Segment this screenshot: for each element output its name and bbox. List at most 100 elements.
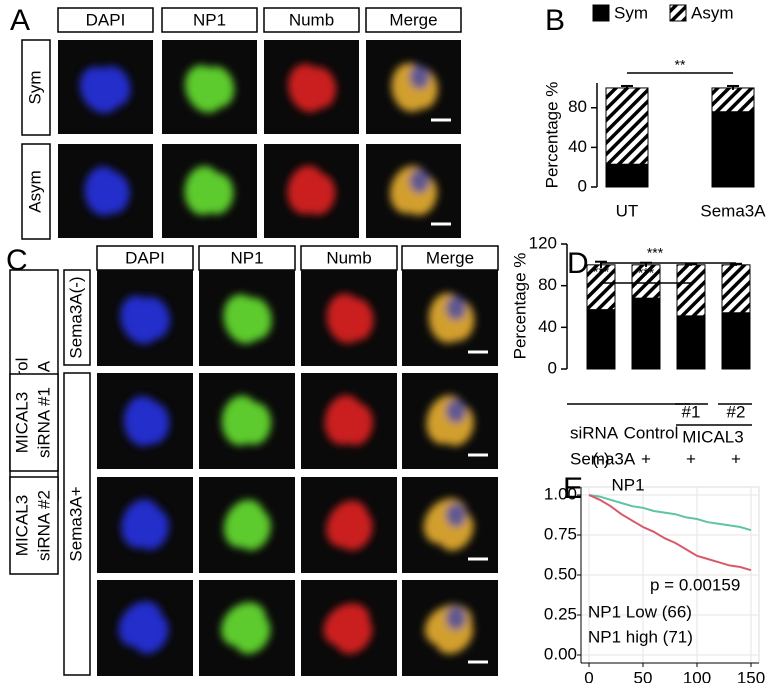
cell bbox=[423, 498, 474, 551]
panel-label: B bbox=[545, 4, 565, 37]
cell-body bbox=[136, 401, 170, 445]
x-tick-label: 0 bbox=[584, 668, 593, 683]
chart-title: NP1 bbox=[611, 475, 644, 494]
column-header: DAPI bbox=[86, 10, 126, 29]
panel-label: A bbox=[10, 4, 30, 37]
bar-segment bbox=[605, 163, 649, 188]
x-tick-label: UT bbox=[616, 201, 639, 220]
cell bbox=[326, 293, 374, 344]
cell-body bbox=[234, 614, 271, 654]
row-label: MICAL3 bbox=[12, 392, 31, 453]
y-tick-label: 0 bbox=[578, 176, 587, 195]
column-header: DAPI bbox=[125, 248, 165, 267]
cell-body bbox=[136, 297, 170, 339]
cell bbox=[84, 166, 130, 216]
cell bbox=[428, 293, 475, 344]
bar-segment bbox=[586, 264, 616, 311]
legend-label: NP1 high (71) bbox=[588, 627, 693, 646]
table-cell: #2 bbox=[727, 402, 746, 421]
column-header: NP1 bbox=[230, 248, 263, 267]
column-header-box bbox=[161, 7, 258, 33]
column-header-box bbox=[263, 7, 360, 33]
row-label: siRNA #1 bbox=[34, 387, 53, 458]
bar-segment bbox=[676, 264, 706, 317]
table-cell: #1 bbox=[682, 402, 701, 421]
y-tick-label: 80 bbox=[538, 275, 557, 294]
bar-segment bbox=[711, 111, 755, 188]
y-tick-label: 120 bbox=[529, 233, 557, 252]
cell-body bbox=[97, 172, 130, 214]
row-label-box bbox=[21, 39, 51, 136]
survival-curve bbox=[588, 494, 752, 572]
bar-segment bbox=[721, 264, 751, 314]
annotation: p = 0.00159 bbox=[650, 575, 740, 594]
cell bbox=[326, 500, 373, 551]
table-row-label: siRNA bbox=[570, 423, 619, 442]
cell-body bbox=[340, 403, 374, 446]
column-header-box bbox=[57, 7, 154, 33]
row-label: MICAL3 bbox=[12, 495, 31, 556]
cell-body bbox=[201, 173, 234, 215]
bar-segment bbox=[605, 87, 649, 165]
y-tick-label: 40 bbox=[538, 317, 557, 336]
panel-label: E bbox=[563, 472, 583, 505]
cell bbox=[184, 65, 235, 113]
significance-label: ** bbox=[675, 57, 686, 73]
cell bbox=[223, 294, 272, 344]
column-header: Numb bbox=[326, 248, 371, 267]
nucleus bbox=[409, 65, 430, 89]
row-label-box bbox=[9, 476, 59, 575]
column-header-box bbox=[365, 7, 462, 33]
x-tick-label: 50 bbox=[634, 668, 653, 683]
legend-label: Asym bbox=[691, 3, 734, 22]
cell bbox=[391, 63, 438, 112]
survival-curve bbox=[588, 494, 752, 532]
y-tick-label: 80 bbox=[568, 97, 587, 116]
y-tick-label: 1.00 bbox=[544, 484, 577, 503]
cell-body bbox=[335, 615, 373, 654]
nucleus bbox=[409, 169, 430, 193]
cell bbox=[120, 295, 170, 345]
cell-body bbox=[236, 508, 271, 551]
cell bbox=[118, 601, 169, 654]
nucleus bbox=[446, 606, 466, 630]
row-label-box bbox=[63, 269, 91, 366]
significance-label: *** bbox=[593, 264, 610, 280]
significance-label: *** bbox=[638, 265, 655, 281]
x-tick-label: 150 bbox=[737, 668, 765, 683]
cell bbox=[184, 166, 234, 215]
bar-segment bbox=[631, 297, 661, 370]
cell bbox=[221, 395, 272, 446]
column-header: Numb bbox=[289, 10, 334, 29]
cell bbox=[426, 395, 474, 446]
cell bbox=[390, 165, 438, 216]
y-tick-label: 0 bbox=[548, 358, 557, 377]
bar-segment bbox=[711, 87, 755, 113]
nucleus bbox=[446, 503, 466, 527]
cell-body bbox=[238, 402, 272, 445]
legend-label: Sym bbox=[614, 3, 648, 22]
cell-body bbox=[96, 65, 131, 107]
cell bbox=[287, 165, 336, 215]
cell bbox=[79, 65, 131, 114]
y-tick-label: 40 bbox=[568, 137, 587, 156]
x-tick-label: Sema3A bbox=[700, 201, 766, 220]
row-label: Sema3A(-) bbox=[66, 276, 85, 358]
cell-body bbox=[302, 173, 336, 215]
table-cell: Control bbox=[624, 423, 679, 442]
cell bbox=[223, 499, 271, 551]
panel-label: D bbox=[567, 247, 589, 280]
y-tick-label: 0.25 bbox=[544, 604, 577, 623]
column-header-box bbox=[96, 245, 194, 271]
bar-segment bbox=[676, 315, 706, 370]
bar-segment bbox=[631, 264, 661, 299]
table-cell: + bbox=[641, 449, 651, 468]
cell-body bbox=[238, 297, 272, 340]
cell bbox=[424, 604, 474, 654]
cell-body bbox=[338, 509, 373, 551]
cell-body bbox=[340, 298, 374, 341]
legend-label: NP1 Low (66) bbox=[588, 602, 692, 621]
cell bbox=[121, 499, 169, 550]
cell-body bbox=[135, 508, 169, 550]
